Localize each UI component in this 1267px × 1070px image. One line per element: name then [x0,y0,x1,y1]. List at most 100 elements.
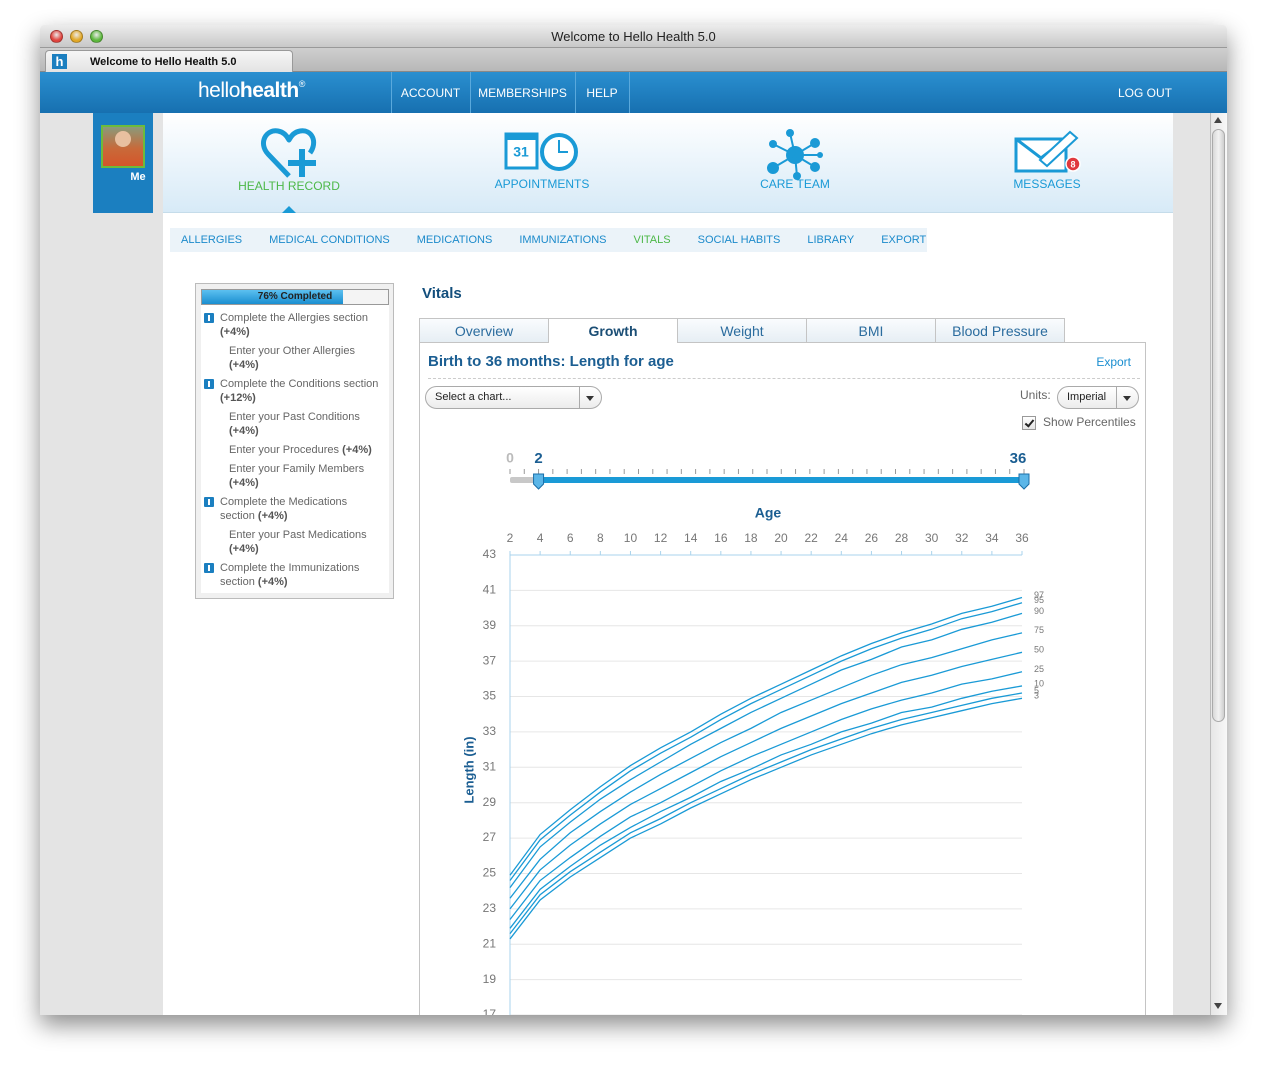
active-pointer [282,206,296,213]
profile-name: Me [130,171,146,183]
vitals-tab[interactable]: Weight [677,318,807,343]
info-glyph [208,315,210,321]
select-text: Select a chart... [435,391,512,403]
nav-link[interactable]: MEMBERSHIPS [478,86,567,100]
section-link[interactable]: CARE TEAM [760,177,830,191]
task-text: Enter your Other Allergies [229,345,355,357]
progress-task[interactable]: Enter your Past Medications (+4%) [201,528,384,556]
browser-tab[interactable]: h Welcome to Hello Health 5.0 [45,50,293,73]
check-mark [1024,417,1035,428]
progress-task[interactable]: Enter your Family Members (+4%) [201,462,384,490]
progress-task[interactable]: Enter your Procedures (+4%) [201,443,384,457]
info-glyph [208,565,210,571]
sub-nav-link[interactable]: EXPORT [881,234,927,246]
units-text: Imperial [1067,391,1107,403]
section-link[interactable]: APPOINTMENTS [494,177,590,191]
vitals-tab[interactable]: Growth [548,318,678,343]
app-window: Welcome to Hello Health 5.0 h Welcome to H… [40,25,1227,1015]
progress-section[interactable]: Complete the Allergies section (+4%) [201,311,384,339]
window-control[interactable] [50,30,63,43]
nav-link[interactable]: ACCOUNT [400,86,461,100]
window-title: Welcome to Hello Health 5.0 [551,29,716,44]
progress-label: 76% Completed [257,291,333,302]
sub-nav-link[interactable]: MEDICAL CONDITIONS [269,234,390,246]
section-task: Complete the Immunizations section [220,562,360,588]
top-nav: hellohealth® ACCOUNT MEMBERSHIPS HELP LOG OU… [40,72,1227,113]
task-text: Enter your Past Medications [229,529,367,541]
task-bonus: (+4%) [229,477,259,489]
info-icon [204,563,214,573]
section-link[interactable]: MESSAGES [1013,177,1081,191]
progress-section[interactable]: Complete the Medications section (+4%) [201,495,384,523]
nav-link[interactable]: HELP [586,86,618,100]
tab-baseline [677,342,1146,343]
scroll-down [1214,1003,1222,1009]
sub-nav-link[interactable]: VITALS [633,234,671,246]
window-control[interactable] [90,30,103,43]
percentile-label: Show Percentiles [1043,415,1136,429]
info-icon [204,497,214,507]
section-task: Complete the Conditions section [220,378,379,390]
task-bonus: (+4%) [229,543,259,555]
info-glyph [208,499,210,505]
sub-nav: ALLERGIES MEDICAL CONDITIONS MEDICATIONS IM… [170,228,927,252]
vitals-tab[interactable]: BMI [806,318,936,343]
profile-box[interactable]: Me [93,113,153,213]
vitals-tab[interactable]: Blood Pressure [935,318,1065,343]
title-bar [40,25,1227,48]
section-header [163,113,1173,213]
chart-panel [419,342,1146,1015]
tab-title: Welcome to Hello Health 5.0 [90,56,237,68]
progress-inner [201,289,389,593]
task-bonus: (+4%) [220,326,250,338]
progress-bar: 76% Completed [201,289,389,305]
task-bonus: (+4%) [257,576,288,588]
info-glyph [208,381,210,387]
logo-light: hello [198,79,240,102]
section-link[interactable]: HEALTH RECORD [238,179,340,193]
progress-list: Complete the Allergies section (+4%) Ente… [201,311,384,594]
page-title: Vitals [422,285,462,302]
section-task: Complete the Allergies section [220,312,368,324]
task-text: Enter your Procedures [229,444,340,456]
sub-nav-link[interactable]: IMMUNIZATIONS [519,234,607,246]
task-text: Enter your Past Conditions [229,411,360,423]
task-text: Enter your Family Members [229,463,365,475]
info-icon [204,379,214,389]
task-bonus: (+12%) [220,392,256,404]
progress-task[interactable]: Enter your Other Allergies (+4%) [201,344,384,372]
logo-mark: ® [298,79,306,89]
photo-face [115,131,131,147]
progress-task[interactable]: Enter your Past Conditions (+4%) [201,410,384,438]
sub-nav-link[interactable]: ALLERGIES [181,234,243,246]
vitals-tab[interactable]: Overview [419,318,549,343]
progress-section[interactable]: Complete the Immunizations section (+4%) [201,561,384,589]
info-icon [204,313,214,323]
task-bonus: (+4%) [342,444,372,456]
select-arrow [586,396,594,401]
chart-title: Birth to 36 months: Length for age [428,353,674,370]
section-task: Complete the Medications section [220,496,348,522]
favicon: h [52,54,67,69]
logout-link[interactable]: LOG OUT [1117,86,1172,100]
logo: hellohealth® [198,79,305,103]
nav-divider [470,72,471,113]
select-button [1116,387,1138,408]
logo-bold: health [239,79,299,102]
progress-section[interactable]: Complete the Conditions section (+12%) [201,377,384,405]
export-link[interactable]: Export [1096,355,1131,369]
sub-nav-link[interactable]: SOCIAL HABITS [697,234,781,246]
percentile-checkbox[interactable] [1022,416,1036,430]
chart-select[interactable]: Select a chart... [425,386,602,409]
scroll-thumb[interactable] [1212,129,1225,722]
select-button [579,387,601,408]
units-select[interactable]: Imperial [1057,386,1139,409]
sub-nav-link[interactable]: MEDICATIONS [416,234,493,246]
profile-photo [101,125,145,168]
window-control[interactable] [70,30,83,43]
units-label: Units: [1020,388,1051,402]
sub-nav-link[interactable]: LIBRARY [807,234,855,246]
task-bonus: (+4%) [257,510,288,522]
task-bonus: (+4%) [229,359,259,371]
